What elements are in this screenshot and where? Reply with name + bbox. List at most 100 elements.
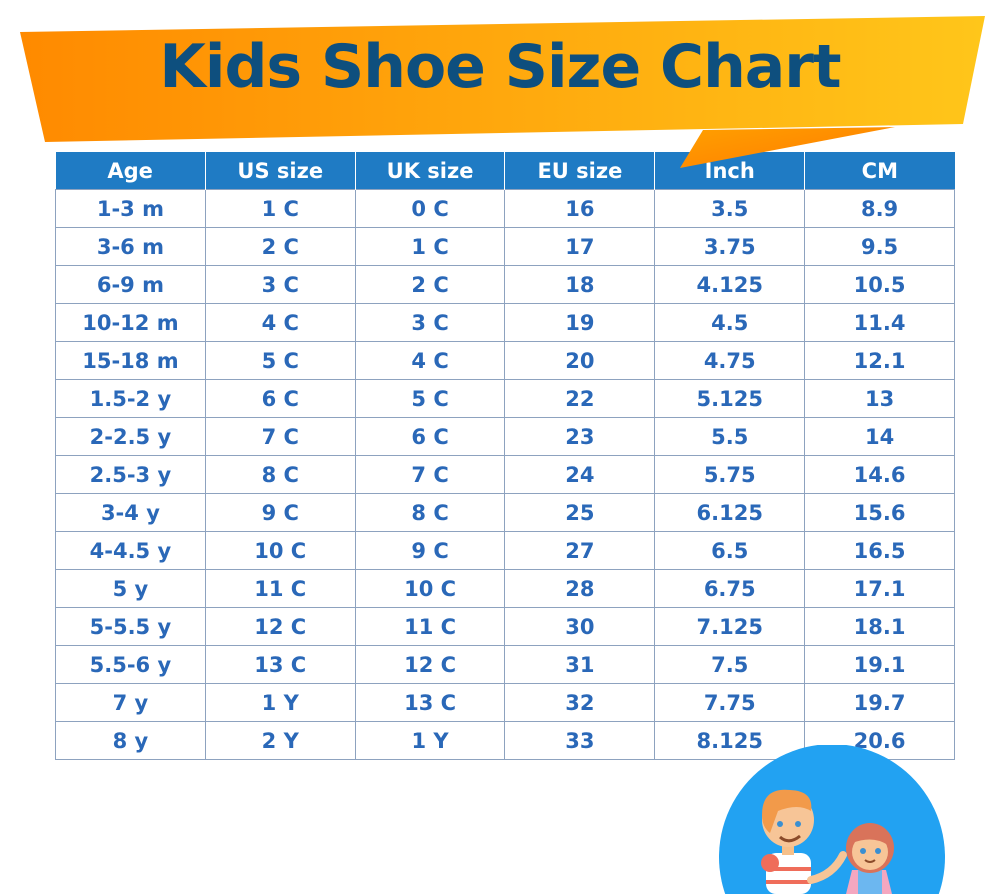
table-cell: 5 C <box>204 341 356 380</box>
table-cell: 16 <box>504 189 656 228</box>
table-cell: 5.125 <box>654 379 806 418</box>
table-cell: 19.7 <box>804 683 955 722</box>
table-cell: 13 C <box>204 645 356 684</box>
table-cell: 28 <box>504 569 656 608</box>
table-cell: 8 y <box>55 721 206 760</box>
table-cell: 8.125 <box>654 721 806 760</box>
table-cell: 6 C <box>354 417 506 456</box>
table-cell: 15-18 m <box>55 341 206 380</box>
table-cell: 7.125 <box>654 607 806 646</box>
table-cell: 11 C <box>354 607 506 646</box>
table-cell: 5 y <box>55 569 206 608</box>
table-cell: 13 <box>804 379 955 418</box>
table-row: 5 y 11 C 10 C 28 6.75 17.1 <box>55 569 955 608</box>
table-cell: 5 C <box>354 379 506 418</box>
table-cell: 5.75 <box>654 455 806 494</box>
table-cell: 31 <box>504 645 656 684</box>
table-cell: 15.6 <box>804 493 955 532</box>
table-cell: 7.5 <box>654 645 806 684</box>
table-cell: 8.9 <box>804 189 955 228</box>
table-cell: 19.1 <box>804 645 955 684</box>
column-header: US size <box>205 152 356 190</box>
table-cell: 14 <box>804 417 955 456</box>
table-header-row: Age US size UK size EU size Inch CM <box>55 152 955 190</box>
table-cell: 13 C <box>354 683 506 722</box>
table-cell: 1 Y <box>204 683 356 722</box>
table-cell: 2 C <box>204 227 356 266</box>
table-cell: 9 C <box>204 493 356 532</box>
table-cell: 4 C <box>354 341 506 380</box>
table-cell: 27 <box>504 531 656 570</box>
table-cell: 1-3 m <box>55 189 206 228</box>
table-row: 5.5-6 y 13 C 12 C 31 7.5 19.1 <box>55 645 955 684</box>
table-cell: 18.1 <box>804 607 955 646</box>
table-cell: 3-6 m <box>55 227 206 266</box>
table-cell: 25 <box>504 493 656 532</box>
table-cell: 17 <box>504 227 656 266</box>
table-cell: 10 C <box>204 531 356 570</box>
table-cell: 2 Y <box>204 721 356 760</box>
table-cell: 22 <box>504 379 656 418</box>
table-cell: 0 C <box>354 189 506 228</box>
table-cell: 16.5 <box>804 531 955 570</box>
table-cell: 5-5.5 y <box>55 607 206 646</box>
table-cell: 12 C <box>204 607 356 646</box>
table-cell: 10-12 m <box>55 303 206 342</box>
table-cell: 7 C <box>354 455 506 494</box>
table-cell: 1 C <box>354 227 506 266</box>
table-cell: 3 C <box>354 303 506 342</box>
table-cell: 9.5 <box>804 227 955 266</box>
column-header: EU size <box>504 152 656 190</box>
table-cell: 17.1 <box>804 569 955 608</box>
table-cell: 18 <box>504 265 656 304</box>
table-cell: 10 C <box>354 569 506 608</box>
table-cell: 7.75 <box>654 683 806 722</box>
table-cell: 4 C <box>204 303 356 342</box>
page-title: Kids Shoe Size Chart <box>159 32 841 102</box>
column-header: Inch <box>654 152 806 190</box>
table-row: 5-5.5 y 12 C 11 C 30 7.125 18.1 <box>55 607 955 646</box>
table-cell: 1 C <box>204 189 356 228</box>
table-cell: 6-9 m <box>55 265 206 304</box>
table-cell: 4.5 <box>654 303 806 342</box>
table-cell: 4-4.5 y <box>55 531 206 570</box>
table-cell: 32 <box>504 683 656 722</box>
table-cell: 6.125 <box>654 493 806 532</box>
table-cell: 11.4 <box>804 303 955 342</box>
table-cell: 11 C <box>204 569 356 608</box>
table-cell: 8 C <box>204 455 356 494</box>
column-header: Age <box>55 152 206 190</box>
table-cell: 1.5-2 y <box>55 379 206 418</box>
kids-illustration <box>719 745 945 894</box>
table-cell: 12.1 <box>804 341 955 380</box>
table-cell: 3 C <box>204 265 356 304</box>
table-cell: 14.6 <box>804 455 955 494</box>
table-cell: 4.75 <box>654 341 806 380</box>
table-cell: 1 Y <box>354 721 506 760</box>
table-cell: 9 C <box>354 531 506 570</box>
title-banner <box>20 16 985 142</box>
table-cell: 33 <box>504 721 656 760</box>
table-cell: 6.5 <box>654 531 806 570</box>
column-header: UK size <box>355 152 506 190</box>
table-cell: 24 <box>504 455 656 494</box>
table-cell: 10.5 <box>804 265 955 304</box>
table-cell: 8 C <box>354 493 506 532</box>
column-header: CM <box>804 152 955 190</box>
table-cell: 3-4 y <box>55 493 206 532</box>
table-cell: 30 <box>504 607 656 646</box>
table-cell: 19 <box>504 303 656 342</box>
table-cell: 4.125 <box>654 265 806 304</box>
table-cell: 2-2.5 y <box>55 417 206 456</box>
